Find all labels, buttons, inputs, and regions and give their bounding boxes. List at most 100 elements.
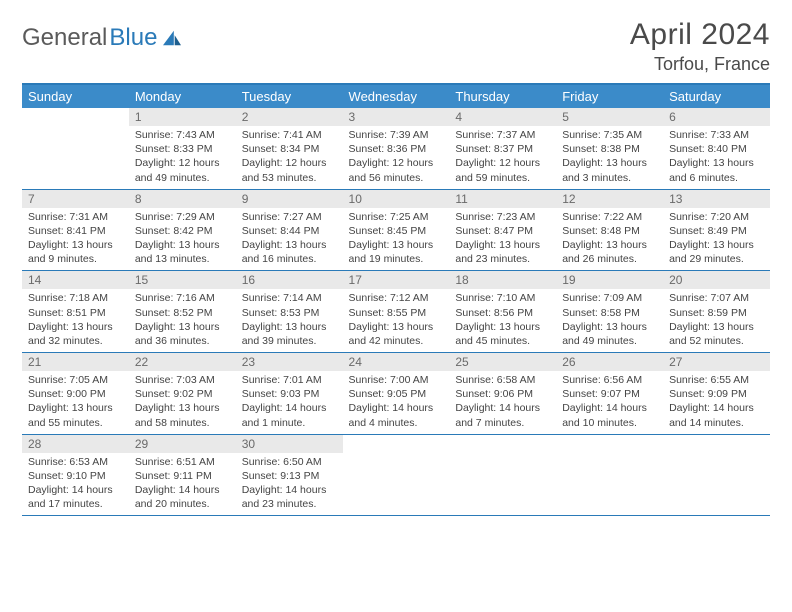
daylight-text: Daylight: 13 hours and 52 minutes.: [669, 320, 764, 348]
day-detail: Sunrise: 7:37 AMSunset: 8:37 PMDaylight:…: [449, 126, 556, 189]
day-number: [22, 108, 129, 126]
sunset-text: Sunset: 9:00 PM: [28, 387, 123, 401]
daylight-text: Daylight: 14 hours and 23 minutes.: [242, 483, 337, 511]
day-header: Monday: [129, 85, 236, 108]
title-block: April 2024 Torfou, France: [630, 18, 770, 75]
sunrise-text: Sunrise: 7:29 AM: [135, 210, 230, 224]
daylight-text: Daylight: 13 hours and 32 minutes.: [28, 320, 123, 348]
sunrise-text: Sunrise: 7:27 AM: [242, 210, 337, 224]
day-detail: Sunrise: 7:16 AMSunset: 8:52 PMDaylight:…: [129, 289, 236, 352]
sunrise-text: Sunrise: 7:25 AM: [349, 210, 444, 224]
daylight-text: Daylight: 13 hours and 3 minutes.: [562, 156, 657, 184]
day-detail-row: Sunrise: 7:43 AMSunset: 8:33 PM Daylight:…: [22, 126, 770, 189]
day-number: 5: [556, 108, 663, 126]
day-number: 20: [663, 271, 770, 289]
day-detail: Sunrise: 6:50 AMSunset: 9:13 PMDaylight:…: [236, 453, 343, 516]
day-detail: Sunrise: 6:56 AMSunset: 9:07 PMDaylight:…: [556, 371, 663, 434]
daylight-text: Daylight: 13 hours and 6 minutes.: [669, 156, 764, 184]
day-detail: Sunrise: 7:25 AMSunset: 8:45 PMDaylight:…: [343, 208, 450, 271]
day-detail: Sunrise: 7:12 AMSunset: 8:55 PMDaylight:…: [343, 289, 450, 352]
daylight-text: Daylight: 13 hours and 9 minutes.: [28, 238, 123, 266]
sunset-text: Sunset: 8:56 PM: [455, 306, 550, 320]
day-number: 18: [449, 271, 556, 289]
day-detail: Sunrise: 7:43 AMSunset: 8:33 PMDaylight:…: [129, 126, 236, 189]
day-number-row: 21222324252627: [22, 353, 770, 371]
day-detail-row: Sunrise: 6:53 AMSunset: 9:10 PMDaylight:…: [22, 453, 770, 516]
sunrise-text: Sunrise: 7:33 AM: [669, 128, 764, 142]
sunrise-text: Sunrise: 7:18 AM: [28, 291, 123, 305]
day-detail: Sunrise: 7:23 AMSunset: 8:47 PMDaylight:…: [449, 208, 556, 271]
daylight-text: Daylight: 14 hours and 7 minutes.: [455, 401, 550, 429]
sunset-text: Sunset: 9:11 PM: [135, 469, 230, 483]
sunset-text: Sunset: 8:41 PM: [28, 224, 123, 238]
sunrise-text: Sunrise: 7:20 AM: [669, 210, 764, 224]
daylight-text: Daylight: 13 hours and 23 minutes.: [455, 238, 550, 266]
sunset-text: Sunset: 8:47 PM: [455, 224, 550, 238]
sunset-text: Sunset: 8:48 PM: [562, 224, 657, 238]
daylight-text: Daylight: 13 hours and 13 minutes.: [135, 238, 230, 266]
sunset-text: Sunset: 8:51 PM: [28, 306, 123, 320]
day-number-row: 123456: [22, 108, 770, 126]
page-header: GeneralBlue April 2024 Torfou, France: [22, 18, 770, 75]
daylight-text: Daylight: 13 hours and 49 minutes.: [562, 320, 657, 348]
day-detail: Sunrise: 7:20 AMSunset: 8:49 PMDaylight:…: [663, 208, 770, 271]
day-number: 8: [129, 190, 236, 208]
sunrise-text: Sunrise: 7:39 AM: [349, 128, 444, 142]
sunset-text: Sunset: 9:10 PM: [28, 469, 123, 483]
day-detail: [22, 126, 129, 189]
daylight-text: Daylight: 14 hours and 17 minutes.: [28, 483, 123, 511]
day-detail: Sunrise: 7:27 AMSunset: 8:44 PMDaylight:…: [236, 208, 343, 271]
day-detail: Sunrise: 7:03 AMSunset: 9:02 PMDaylight:…: [129, 371, 236, 434]
day-detail: Sunrise: 7:01 AMSunset: 9:03 PMDaylight:…: [236, 371, 343, 434]
sunrise-text: Sunrise: 7:00 AM: [349, 373, 444, 387]
sunset-text: Sunset: 9:05 PM: [349, 387, 444, 401]
daylight-text: Daylight: 12 hours and 56 minutes.: [349, 156, 444, 184]
sunrise-text: Sunrise: 7:35 AM: [562, 128, 657, 142]
sunrise-text: Sunrise: 7:43 AM: [135, 128, 230, 142]
sunset-text: Sunset: 8:45 PM: [349, 224, 444, 238]
daylight-text: Daylight: 13 hours and 36 minutes.: [135, 320, 230, 348]
sunset-text: Sunset: 9:06 PM: [455, 387, 550, 401]
daylight-text: Daylight: 13 hours and 45 minutes.: [455, 320, 550, 348]
logo-sail-icon: [161, 29, 183, 47]
sunrise-text: Sunrise: 6:53 AM: [28, 455, 123, 469]
daylight-text: Daylight: 14 hours and 14 minutes.: [669, 401, 764, 429]
sunrise-text: Sunrise: 7:12 AM: [349, 291, 444, 305]
day-number: 23: [236, 353, 343, 371]
day-number: 27: [663, 353, 770, 371]
sunset-text: Sunset: 8:40 PM: [669, 142, 764, 156]
sunset-text: Sunset: 8:36 PM: [349, 142, 444, 156]
daylight-text: Daylight: 13 hours and 42 minutes.: [349, 320, 444, 348]
day-number: 1: [129, 108, 236, 126]
sunset-text: Sunset: 8:33 PM: [135, 142, 230, 156]
sunrise-text: Sunrise: 7:07 AM: [669, 291, 764, 305]
daylight-text: Daylight: 13 hours and 39 minutes.: [242, 320, 337, 348]
day-number: 26: [556, 353, 663, 371]
sunrise-text: Sunrise: 7:23 AM: [455, 210, 550, 224]
day-number: 6: [663, 108, 770, 126]
day-number: 2: [236, 108, 343, 126]
day-number: 7: [22, 190, 129, 208]
day-detail: Sunrise: 6:55 AMSunset: 9:09 PMDaylight:…: [663, 371, 770, 434]
month-title: April 2024: [630, 18, 770, 52]
sunset-text: Sunset: 9:13 PM: [242, 469, 337, 483]
sunrise-text: Sunrise: 7:14 AM: [242, 291, 337, 305]
day-detail: Sunrise: 7:22 AMSunset: 8:48 PMDaylight:…: [556, 208, 663, 271]
calendar-week: 123456 Sunrise: 7:43 AMSunset: 8:33 PM Day…: [22, 108, 770, 190]
day-number: 11: [449, 190, 556, 208]
location-label: Torfou, France: [630, 54, 770, 75]
sunset-text: Sunset: 8:34 PM: [242, 142, 337, 156]
daylight-text: Daylight: 13 hours and 19 minutes.: [349, 238, 444, 266]
day-header: Tuesday: [236, 85, 343, 108]
brand-part2: Blue: [109, 24, 157, 52]
day-header: Wednesday: [343, 85, 450, 108]
day-detail: Sunrise: 7:05 AMSunset: 9:00 PMDaylight:…: [22, 371, 129, 434]
sunrise-text: Sunrise: 7:05 AM: [28, 373, 123, 387]
daylight-text: Daylight: 13 hours and 58 minutes.: [135, 401, 230, 429]
day-header-row: Sunday Monday Tuesday Wednesday Thursday…: [22, 85, 770, 108]
day-detail: Sunrise: 7:33 AMSunset: 8:40 PMDaylight:…: [663, 126, 770, 189]
day-detail: Sunrise: 7:39 AMSunset: 8:36 PMDaylight:…: [343, 126, 450, 189]
day-detail: Sunrise: 7:35 AMSunset: 8:38 PMDaylight:…: [556, 126, 663, 189]
daylight-text: Daylight: 14 hours and 1 minute.: [242, 401, 337, 429]
day-number: [556, 435, 663, 453]
